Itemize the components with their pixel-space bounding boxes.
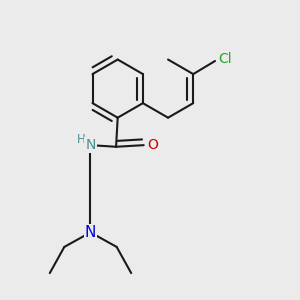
Text: N: N (85, 225, 96, 240)
Text: N: N (85, 138, 96, 152)
Text: H: H (77, 133, 86, 146)
Text: O: O (147, 138, 158, 152)
Text: Cl: Cl (219, 52, 232, 66)
